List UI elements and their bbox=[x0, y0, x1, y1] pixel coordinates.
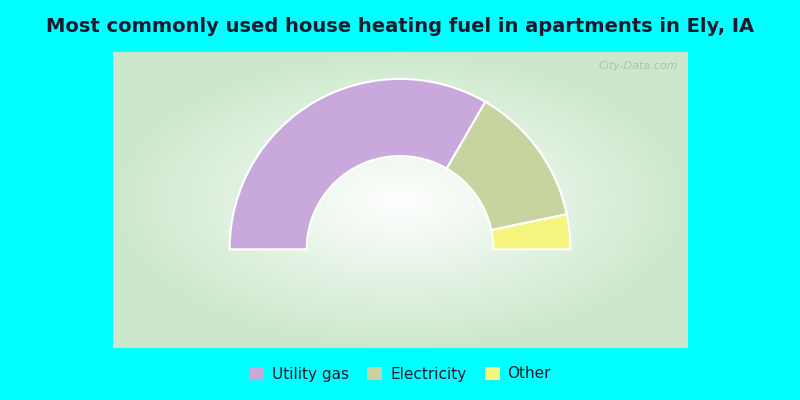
Text: Most commonly used house heating fuel in apartments in Ely, IA: Most commonly used house heating fuel in… bbox=[46, 16, 754, 36]
Wedge shape bbox=[446, 102, 566, 230]
Wedge shape bbox=[491, 214, 570, 249]
Wedge shape bbox=[230, 79, 486, 249]
Text: City-Data.com: City-Data.com bbox=[598, 61, 678, 71]
Legend: Utility gas, Electricity, Other: Utility gas, Electricity, Other bbox=[243, 360, 557, 388]
